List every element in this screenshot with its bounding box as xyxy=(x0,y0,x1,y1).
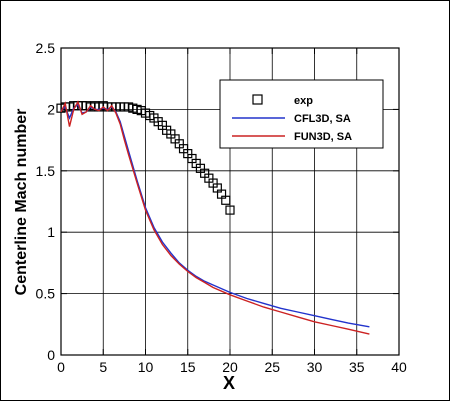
y-tick-label: 1.5 xyxy=(36,163,56,179)
legend-marker xyxy=(252,94,263,105)
x-axis-title: X xyxy=(223,373,235,393)
x-tick-label: 5 xyxy=(99,359,107,375)
data-point xyxy=(221,195,231,205)
x-tick-label: 10 xyxy=(138,359,154,375)
y-tick-label: 0.5 xyxy=(36,286,56,302)
series-line xyxy=(60,100,370,335)
tick-labels: 0 5 10 15 20 25 30 35 40 0 0.5 1 1.5 2 2.5 xyxy=(36,40,407,375)
x-tick-label: 40 xyxy=(391,359,407,375)
x-tick-label: 20 xyxy=(222,359,238,375)
legend: exp CFL3D, SA FUN3D, SA xyxy=(219,79,384,149)
x-tick-label: 30 xyxy=(307,359,323,375)
series-fun3d-sa xyxy=(60,100,370,335)
grid xyxy=(61,48,399,355)
x-tick-label: 35 xyxy=(349,359,365,375)
y-axis-title: Centerline Mach number xyxy=(13,109,30,296)
x-tick-label: 25 xyxy=(264,359,280,375)
y-tick-label: 0 xyxy=(47,347,55,363)
legend-label: CFL3D, SA xyxy=(294,113,351,125)
y-tick-label: 2.5 xyxy=(36,40,56,56)
y-tick-label: 1 xyxy=(47,224,55,240)
series-layer xyxy=(56,100,370,335)
x-tick-label: 0 xyxy=(57,359,65,375)
y-tick-label: 2 xyxy=(47,101,55,117)
x-tick-label: 15 xyxy=(180,359,196,375)
data-point xyxy=(225,205,235,215)
legend-label: exp xyxy=(294,95,313,107)
axes xyxy=(60,47,400,356)
legend-label: FUN3D, SA xyxy=(294,131,352,143)
